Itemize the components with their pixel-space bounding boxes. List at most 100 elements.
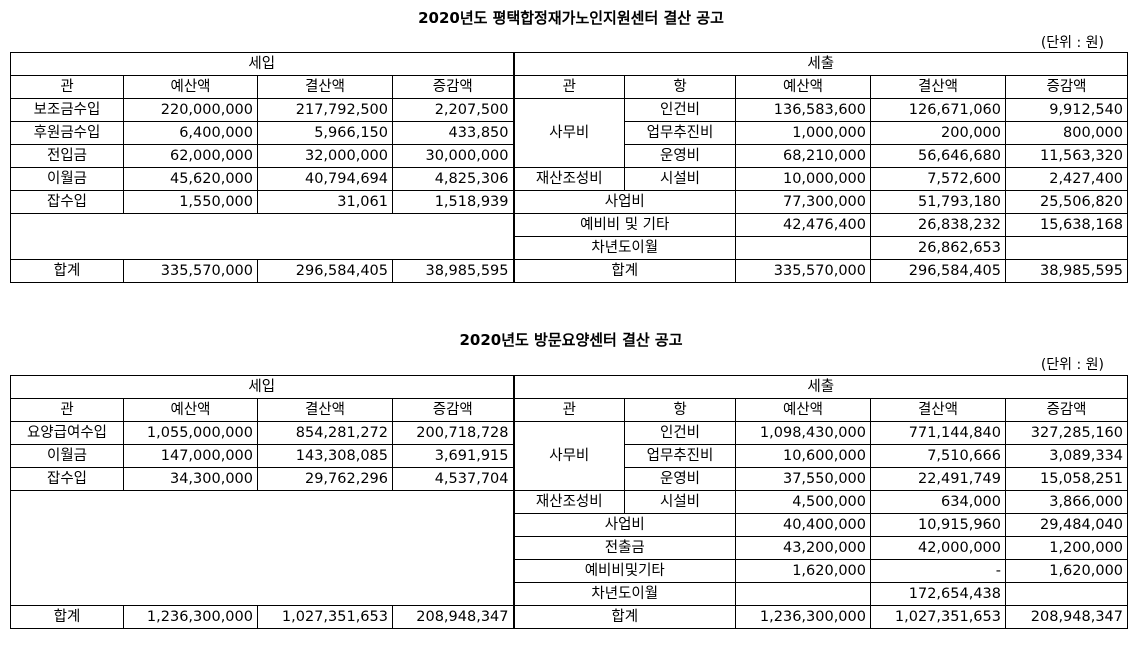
expense-budget: 37,550,000 [735, 467, 871, 491]
expense-diff: 15,638,168 [1004, 213, 1129, 237]
expense-category: 예비비및기타 [513, 559, 736, 583]
expense-budget: 77,300,000 [735, 190, 871, 214]
table-row: 재산조성비 시설비 4,500,000 634,000 3,866,000 [10, 490, 1129, 606]
income-settled: 5,966,150 [257, 121, 393, 145]
col-header: 예산액 [123, 75, 258, 99]
income-category: 이월금 [10, 444, 124, 468]
col-header: 증감액 [1004, 398, 1129, 422]
total-label: 합계 [10, 605, 124, 629]
expense-settled: 51,793,180 [870, 190, 1006, 214]
table-row: 보조금수입 220,000,000 217,792,500 2,207,500 … [10, 98, 1129, 168]
income-settled: 217,792,500 [257, 98, 393, 122]
expense-header: 세출 [512, 52, 1129, 76]
empty-cell [10, 490, 515, 606]
col-header: 관 [513, 398, 625, 422]
total-budget: 1,236,300,000 [735, 605, 871, 629]
expense-settled: 200,000 [870, 121, 1006, 145]
table-row: 잡수입 1,550,000 31,061 1,518,939 사업비 77,30… [10, 190, 1129, 214]
income-budget: 34,300,000 [123, 467, 258, 491]
expense-diff [1004, 582, 1129, 606]
table-row: 차년도이월 26,862,653 [11, 236, 1129, 260]
expense-settled: 42,000,000 [870, 536, 1006, 560]
table-row: 차년도이월 172,654,438 [11, 582, 1129, 606]
total-budget: 335,570,000 [123, 259, 258, 283]
income-header: 세입 [10, 52, 515, 76]
expense-budget: 43,200,000 [735, 536, 871, 560]
expense-diff: 9,912,540 [1004, 98, 1129, 122]
expense-budget: 40,400,000 [735, 513, 871, 537]
income-diff: 3,691,915 [392, 444, 515, 468]
total-label: 합계 [513, 605, 736, 629]
table-row: 이월금 147,000,000 143,308,085 3,691,915 업무… [10, 444, 1129, 468]
income-header: 세입 [10, 375, 515, 399]
income-diff: 4,825,306 [392, 167, 515, 191]
income-settled: 31,061 [257, 190, 393, 214]
total-budget: 335,570,000 [735, 259, 871, 283]
total-label: 합계 [513, 259, 736, 283]
col-header: 결산액 [257, 398, 393, 422]
col-header: 증감액 [392, 398, 515, 422]
total-diff: 38,985,595 [392, 259, 515, 283]
expense-settled: 22,491,749 [870, 467, 1006, 491]
income-budget: 6,400,000 [123, 121, 258, 145]
table-row: 예비비 및 기타 42,476,400 26,838,232 15,638,16… [10, 213, 1129, 260]
expense-settled: 26,862,653 [870, 236, 1006, 260]
expense-diff: 25,506,820 [1004, 190, 1129, 214]
expense-header: 세출 [512, 375, 1129, 399]
col-header: 결산액 [257, 75, 393, 99]
income-diff: 4,537,704 [392, 467, 515, 491]
empty-cell [10, 213, 515, 260]
table-row: 전입금 62,000,000 32,000,000 30,000,000 운영비… [10, 144, 1129, 168]
total-diff: 38,985,595 [1004, 259, 1129, 283]
expense-settled: 172,654,438 [870, 582, 1006, 606]
expense-diff: 29,484,040 [1004, 513, 1129, 537]
column-header-row: 관 예산액 결산액 증감액 관 항 예산액 결산액 증감액 [10, 75, 1129, 99]
income-diff: 2,207,500 [392, 98, 515, 122]
income-settled: 854,281,272 [257, 421, 393, 445]
expense-category-asset: 재산조성비 [513, 167, 625, 191]
col-header: 증감액 [1004, 75, 1129, 99]
income-diff: 30,000,000 [392, 144, 515, 168]
expense-settled: 56,646,680 [870, 144, 1006, 168]
expense-category-office: 사무비 [513, 421, 625, 491]
income-diff: 200,718,728 [392, 421, 515, 445]
expense-budget: 1,098,430,000 [735, 421, 871, 445]
income-settled: 29,762,296 [257, 467, 393, 491]
col-header: 관 [10, 75, 124, 99]
expense-diff: 1,620,000 [1004, 559, 1129, 583]
expense-item: 인건비 [624, 98, 736, 122]
expense-diff: 800,000 [1004, 121, 1129, 145]
unit-label-1: (단위 : 원) [1040, 35, 1104, 51]
total-settled: 1,027,351,653 [870, 605, 1006, 629]
expense-settled: 126,671,060 [870, 98, 1006, 122]
income-category: 요양급여수입 [10, 421, 124, 445]
expense-item: 인건비 [624, 421, 736, 445]
total-row: 합계 1,236,300,000 1,027,351,653 208,948,3… [10, 605, 1129, 629]
expense-settled: 634,000 [870, 490, 1006, 514]
expense-budget: 10,600,000 [735, 444, 871, 468]
income-diff: 433,850 [392, 121, 515, 145]
expense-category: 사업비 [513, 190, 736, 214]
expense-category: 사업비 [513, 513, 736, 537]
col-header: 항 [624, 75, 736, 99]
settlement-table-2: 세입 세출 관 예산액 결산액 증감액 관 항 예산액 결산액 증감액 요양급여… [10, 375, 1129, 629]
expense-settled: 10,915,960 [870, 513, 1006, 537]
total-settled: 1,027,351,653 [257, 605, 393, 629]
expense-item: 운영비 [624, 144, 736, 168]
expense-diff: 15,058,251 [1004, 467, 1129, 491]
income-category: 보조금수입 [10, 98, 124, 122]
col-header: 예산액 [123, 398, 258, 422]
table-row: 요양급여수입 1,055,000,000 854,281,272 200,718… [10, 421, 1129, 491]
income-settled: 143,308,085 [257, 444, 393, 468]
expense-item: 운영비 [624, 467, 736, 491]
col-header: 관 [10, 398, 124, 422]
expense-budget: 136,583,600 [735, 98, 871, 122]
table-row: 예비비및기타 1,620,000 - 1,620,000 [11, 559, 1129, 583]
expense-budget: 1,000,000 [735, 121, 871, 145]
expense-settled: - [870, 559, 1006, 583]
col-header: 결산액 [870, 398, 1006, 422]
income-category: 이월금 [10, 167, 124, 191]
income-diff: 1,518,939 [392, 190, 515, 214]
expense-category-office: 사무비 [513, 98, 625, 168]
table-row: 이월금 45,620,000 40,794,694 4,825,306 재산조성… [10, 167, 1129, 191]
